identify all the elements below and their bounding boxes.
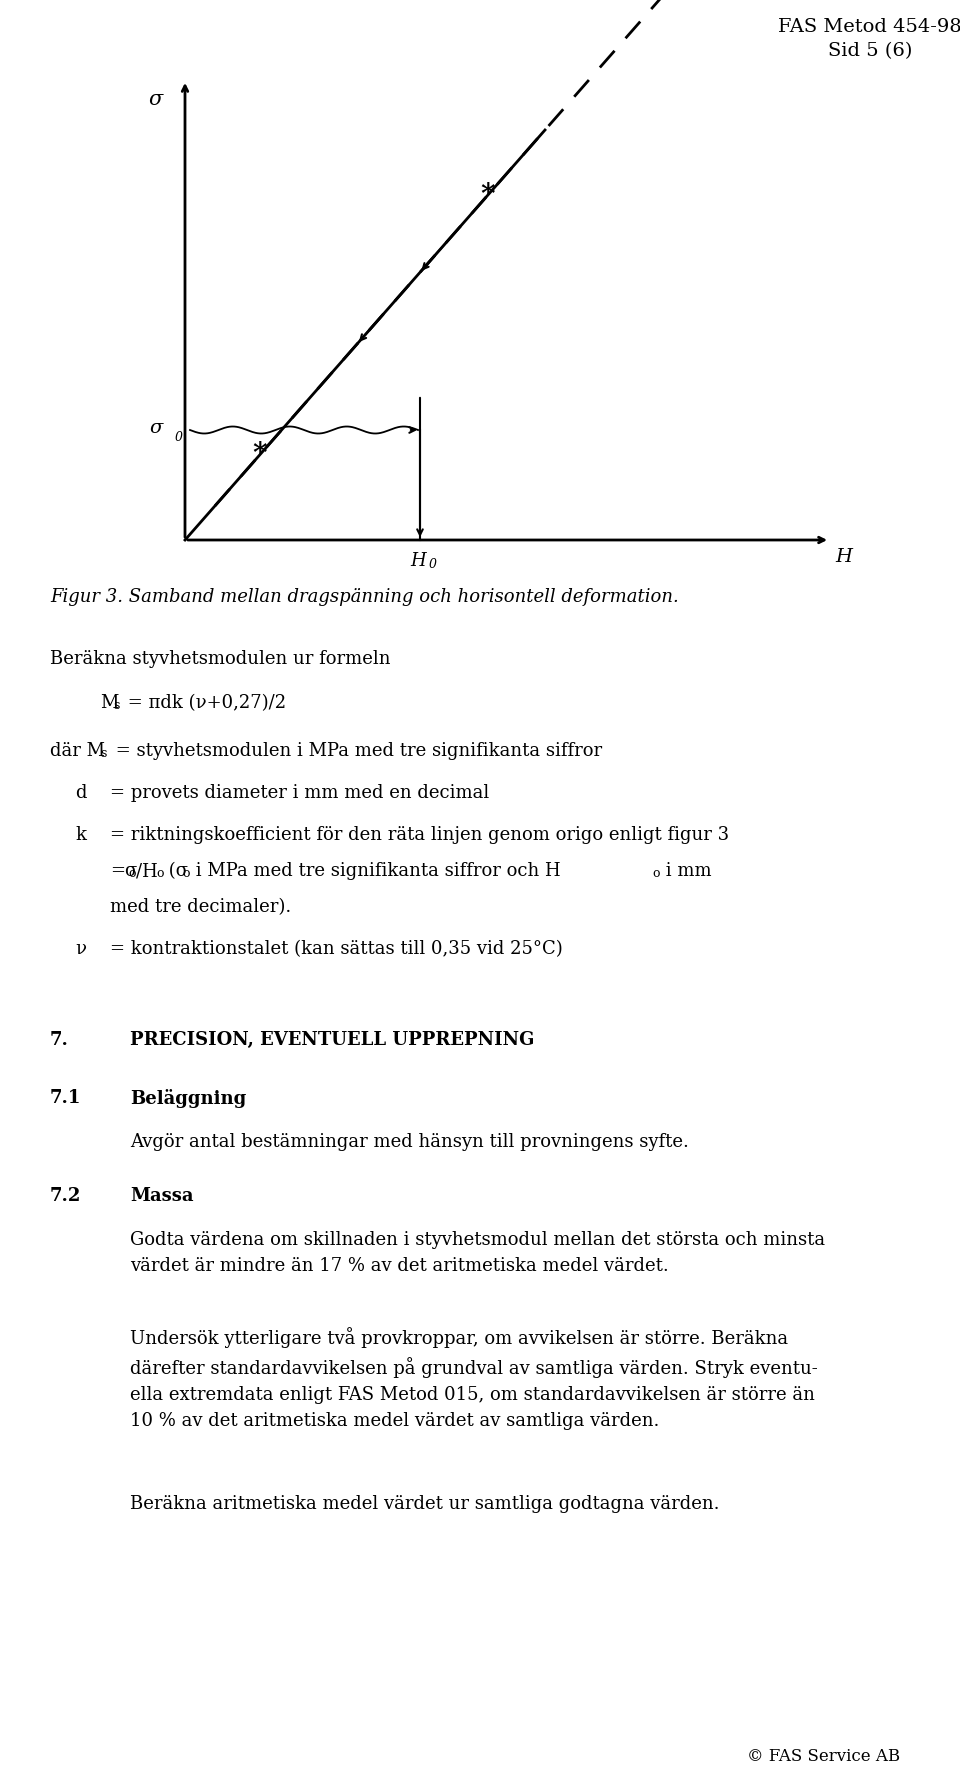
Text: 7.: 7. [50, 1031, 69, 1048]
Text: FAS Metod 454-98: FAS Metod 454-98 [779, 18, 960, 35]
Text: Undersök ytterligare två provkroppar, om avvikelsen är större. Beräkna
därefter : Undersök ytterligare två provkroppar, om… [130, 1326, 818, 1429]
Text: © FAS Service AB: © FAS Service AB [747, 1748, 900, 1766]
Text: Godta värdena om skillnaden i styvhetsmodul mellan det största och minsta
värdet: Godta värdena om skillnaden i styvhetsmo… [130, 1231, 826, 1275]
Text: o: o [156, 868, 163, 880]
Text: o: o [652, 868, 660, 880]
Text: 0: 0 [175, 430, 183, 443]
Text: s: s [100, 747, 107, 760]
Text: = kontraktionstalet (kan sättas till 0,35 vid 25°C): = kontraktionstalet (kan sättas till 0,3… [110, 940, 563, 958]
Text: Figur 3. Samband mellan dragspänning och horisontell deformation.: Figur 3. Samband mellan dragspänning och… [50, 588, 679, 606]
Text: 7.2: 7.2 [50, 1187, 82, 1204]
Text: o: o [182, 868, 189, 880]
Text: = riktningskoefficient för den räta linjen genom origo enligt figur 3: = riktningskoefficient för den räta linj… [110, 825, 730, 845]
Text: Avgör antal bestämningar med hänsyn till provningens syfte.: Avgör antal bestämningar med hänsyn till… [130, 1133, 689, 1151]
Text: 7.1: 7.1 [50, 1089, 82, 1107]
Text: Massa: Massa [130, 1187, 194, 1204]
Text: där M: där M [50, 742, 105, 760]
Text: Beläggning: Beläggning [130, 1089, 247, 1109]
Text: σ: σ [149, 90, 163, 110]
Text: Beräkna aritmetiska medel värdet ur samtliga godtagna värden.: Beräkna aritmetiska medel värdet ur samt… [130, 1495, 719, 1512]
Text: H: H [410, 553, 426, 570]
Text: i mm: i mm [660, 862, 711, 880]
Text: k: k [75, 825, 86, 845]
Text: Beräkna styvhetsmodulen ur formeln: Beräkna styvhetsmodulen ur formeln [50, 650, 391, 668]
Text: σ: σ [150, 420, 163, 437]
Text: *: * [252, 441, 267, 468]
Text: *: * [480, 182, 494, 209]
Text: = πdk (ν+0,27)/2: = πdk (ν+0,27)/2 [122, 694, 286, 712]
Text: (σ: (σ [163, 862, 188, 880]
Text: d: d [75, 785, 86, 802]
Text: med tre decimaler).: med tre decimaler). [110, 898, 291, 916]
Text: =σ: =σ [110, 862, 137, 880]
Text: o: o [128, 868, 135, 880]
Text: s: s [113, 700, 119, 712]
Text: PRECISION, EVENTUELL UPPREPNING: PRECISION, EVENTUELL UPPREPNING [130, 1031, 535, 1048]
Text: 0: 0 [429, 558, 437, 570]
Text: = provets diameter i mm med en decimal: = provets diameter i mm med en decimal [110, 785, 490, 802]
Text: ν: ν [75, 940, 86, 958]
Text: i MPa med tre signifikanta siffror och H: i MPa med tre signifikanta siffror och H [190, 862, 561, 880]
Text: M: M [100, 694, 118, 712]
Text: /H: /H [136, 862, 157, 880]
Text: = styvhetsmodulen i MPa med tre signifikanta siffror: = styvhetsmodulen i MPa med tre signifik… [110, 742, 602, 760]
Text: Sid 5 (6): Sid 5 (6) [828, 43, 912, 60]
Text: H: H [835, 547, 852, 567]
